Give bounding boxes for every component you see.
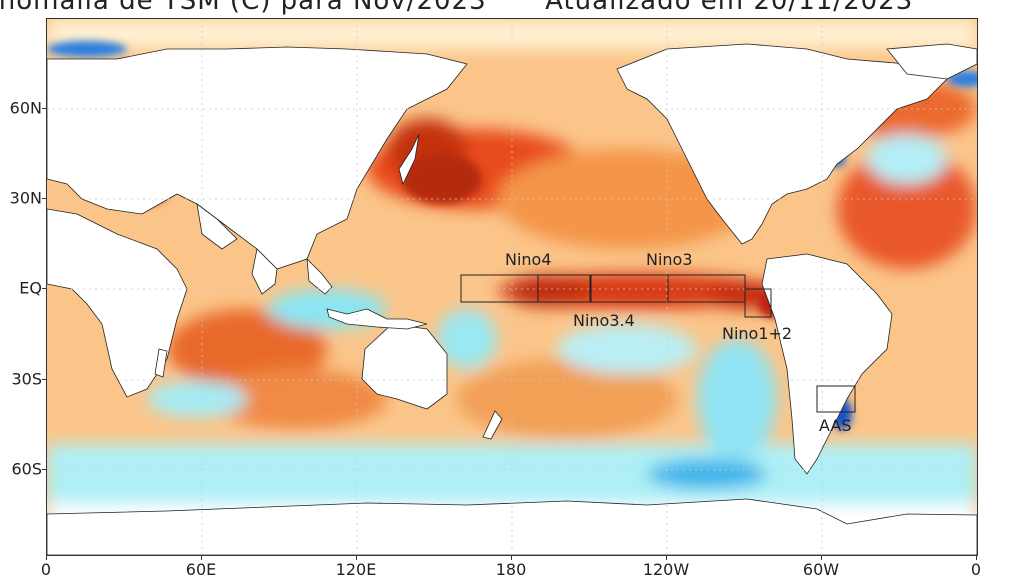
- x-label-180: 180: [495, 560, 527, 579]
- y-label-60s: 60S: [11, 459, 42, 479]
- x-label-0-right: 0: [970, 560, 982, 579]
- x-tick: [976, 554, 977, 560]
- x-label-60w: 60W: [802, 560, 840, 579]
- x-tick: [356, 554, 357, 560]
- x-tick: [46, 554, 47, 560]
- land-south-america: [761, 253, 893, 475]
- land-europe-asia: [47, 46, 468, 270]
- y-label-60n: 60N: [9, 98, 42, 118]
- gridlines: [47, 19, 977, 555]
- nino3-label: Nino3: [646, 250, 693, 269]
- aas-box: [816, 385, 856, 413]
- y-tick: [42, 198, 46, 199]
- map-svg: Nino4 Nino3 Nino3.4 Nino1+2 AAS: [47, 19, 977, 555]
- land-indonesia: [326, 308, 428, 330]
- y-tick: [42, 288, 46, 289]
- y-label-30n: 30N: [9, 188, 42, 208]
- y-tick: [42, 469, 46, 470]
- nino12-box: [744, 288, 772, 318]
- nino4-label: Nino4: [505, 250, 552, 269]
- title-left: Anomalia de TSM (C) para Nov/2023: [0, 0, 487, 16]
- x-label-0: 0: [40, 560, 52, 579]
- land-arabia: [196, 203, 238, 250]
- x-label-120w: 120W: [642, 560, 690, 579]
- aas-label: AAS: [819, 416, 852, 435]
- x-label-60e: 60E: [185, 560, 217, 579]
- x-tick: [201, 554, 202, 560]
- x-tick: [666, 554, 667, 560]
- y-tick: [42, 379, 46, 380]
- land-new-zealand: [482, 410, 503, 440]
- x-tick: [511, 554, 512, 560]
- land-india: [251, 248, 278, 295]
- region-boxes: [460, 274, 856, 413]
- x-label-120e: 120E: [335, 560, 377, 579]
- land-madagascar: [154, 348, 168, 378]
- land-se-asia: [306, 257, 333, 295]
- sst-anomaly-map: Nino4 Nino3 Nino3.4 Nino1+2 AAS: [46, 18, 978, 556]
- title-right: Atualizado em 20/11/2023: [545, 0, 914, 16]
- y-tick: [42, 108, 46, 109]
- nino34-label: Nino3.4: [573, 311, 635, 330]
- land: [47, 43, 977, 555]
- y-label-30s: 30S: [11, 369, 42, 389]
- x-tick: [821, 554, 822, 560]
- land-greenland: [886, 43, 977, 80]
- land-antarctica: [47, 498, 977, 555]
- map-title: Anomalia de TSM (C) para Nov/2023 Atuali…: [0, 0, 1024, 16]
- nino12-label: Nino1+2: [722, 324, 792, 343]
- land-japan: [398, 133, 420, 186]
- y-label-eq: EQ: [19, 278, 42, 298]
- nino4-box: [460, 274, 592, 303]
